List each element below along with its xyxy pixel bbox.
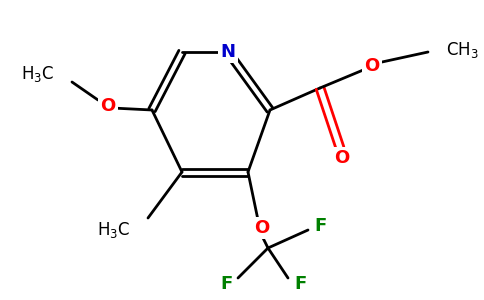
Text: O: O xyxy=(364,57,379,75)
Text: F: F xyxy=(294,275,306,293)
Text: F: F xyxy=(220,275,232,293)
Text: O: O xyxy=(255,219,270,237)
Text: H$_3$C: H$_3$C xyxy=(21,64,54,84)
Text: H$_3$C: H$_3$C xyxy=(97,220,130,240)
Text: F: F xyxy=(314,217,326,235)
Text: O: O xyxy=(100,97,116,115)
Text: O: O xyxy=(334,149,349,167)
Text: CH$_3$: CH$_3$ xyxy=(446,40,479,60)
Text: N: N xyxy=(221,43,236,61)
